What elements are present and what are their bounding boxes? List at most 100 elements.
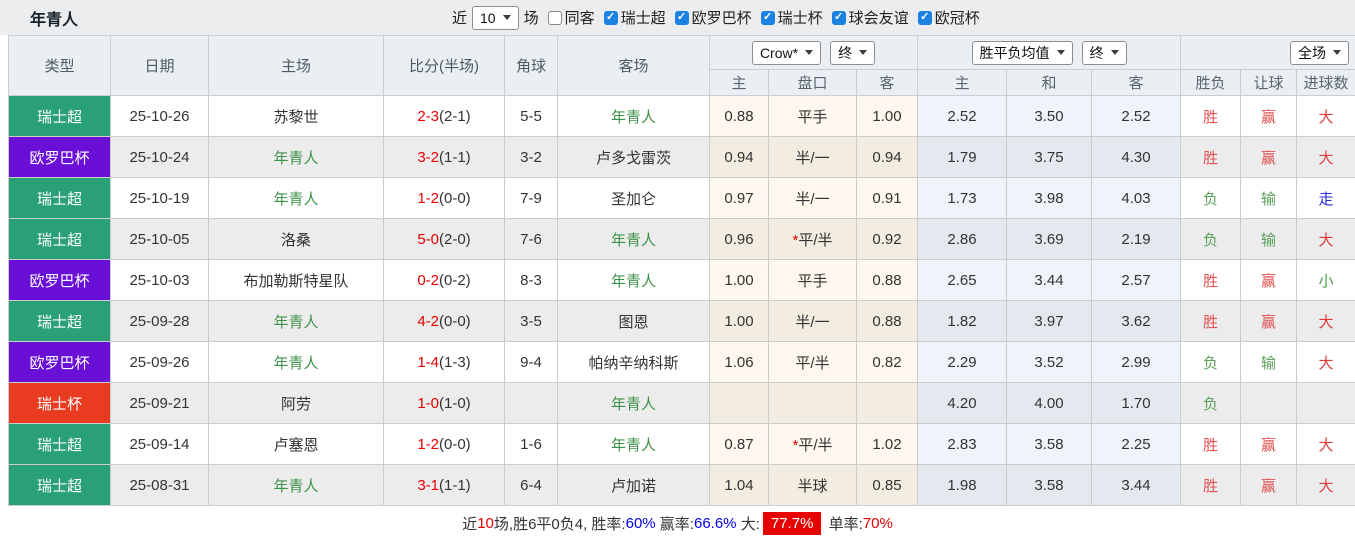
col-header-home: 主场: [209, 36, 384, 96]
goals-result-cell: 小: [1297, 260, 1355, 301]
handicap-result-cell: 赢: [1241, 301, 1297, 342]
odds-away: 2.25: [1092, 424, 1181, 465]
odds-home: 1.98: [918, 465, 1007, 506]
half-time-score: (0-0): [439, 313, 471, 330]
result-cell: 胜: [1181, 96, 1241, 137]
away-team: 年青人: [558, 424, 710, 465]
home-team: 布加勒斯特星队: [209, 260, 384, 301]
handicap-time-select[interactable]: 终: [830, 41, 875, 65]
league-badge: 瑞士超: [9, 465, 111, 506]
handicap-line: 半/一: [769, 301, 857, 342]
odds-home: 2.86: [918, 219, 1007, 260]
full-time-score: 3-1: [417, 477, 439, 494]
goals-result-cell: 大: [1297, 96, 1355, 137]
corner-score: 1-6: [505, 424, 558, 465]
handicap-line: 平手: [769, 260, 857, 301]
handicap-line: [769, 383, 857, 424]
odds-time-select[interactable]: 终: [1082, 41, 1127, 65]
chevron-down-icon: [1333, 50, 1341, 55]
handicap-line: 平/半: [769, 342, 857, 383]
goals-result-cell: [1297, 383, 1355, 424]
handicap-home-odds: 1.00: [710, 260, 769, 301]
home-team: 年青人: [209, 342, 384, 383]
corner-score: 3-2: [505, 137, 558, 178]
handicap-result-cell: 赢: [1241, 465, 1297, 506]
filter-checkbox[interactable]: ✓: [761, 11, 775, 25]
odds-away: 1.70: [1092, 383, 1181, 424]
odds-home: 1.79: [918, 137, 1007, 178]
summary-text: 70%: [863, 515, 893, 532]
half-time-score: (1-0): [439, 395, 471, 412]
sub-header-handicap: 让球: [1241, 70, 1297, 96]
full-time-score: 1-0: [417, 395, 439, 412]
asterisk-mark: *: [792, 437, 798, 454]
filter-checkbox[interactable]: ✓: [918, 11, 932, 25]
filter-checkbox[interactable]: ✓: [832, 11, 846, 25]
summary-text: 场,胜6平0负4, 胜率:: [494, 513, 626, 534]
away-team: 圣加仑: [558, 178, 710, 219]
league-badge: 瑞士超: [9, 424, 111, 465]
match-history-table: 类型 日期 主场 比分(半场) 角球 客场 Crow* 终: [8, 35, 1355, 506]
odds-draw: 3.50: [1007, 96, 1092, 137]
filter-checkbox[interactable]: [548, 11, 562, 25]
filter-checkbox[interactable]: ✓: [604, 11, 618, 25]
filter-checkbox-label[interactable]: 欧冠杯: [935, 7, 980, 28]
odds-draw: 3.97: [1007, 301, 1092, 342]
league-badge: 瑞士超: [9, 96, 111, 137]
corner-score: 8-3: [505, 260, 558, 301]
league-badge: 瑞士超: [9, 219, 111, 260]
corner-score: 3-5: [505, 301, 558, 342]
odds-away: 2.19: [1092, 219, 1181, 260]
score-cell: 1-4(1-3): [384, 342, 505, 383]
sub-header-eu-away: 客: [1092, 70, 1181, 96]
half-time-score: (2-1): [439, 108, 471, 125]
score-cell: 1-0(1-0): [384, 383, 505, 424]
result-cell: 胜: [1181, 301, 1241, 342]
recent-count-select[interactable]: 10: [472, 6, 519, 30]
filter-checkbox-label[interactable]: 球会友谊: [849, 7, 909, 28]
match-date: 25-09-26: [111, 342, 209, 383]
league-badge: 瑞士超: [9, 178, 111, 219]
home-team: 卢塞恩: [209, 424, 384, 465]
handicap-provider-select[interactable]: Crow*: [752, 41, 821, 65]
handicap-group-header: Crow* 终: [710, 36, 918, 70]
goals-result-cell: 走: [1297, 178, 1355, 219]
odds-home: 2.29: [918, 342, 1007, 383]
col-header-type: 类型: [9, 36, 111, 96]
handicap-away-odds: 1.00: [857, 96, 918, 137]
handicap-home-odds: 0.97: [710, 178, 769, 219]
handicap-away-odds: 0.82: [857, 342, 918, 383]
half-time-score: (0-0): [439, 190, 471, 207]
odds-draw: 4.00: [1007, 383, 1092, 424]
corner-score: 5-5: [505, 96, 558, 137]
corner-score: 7-6: [505, 219, 558, 260]
full-time-score: 3-2: [417, 149, 439, 166]
filter-checkbox-label[interactable]: 欧罗巴杯: [692, 7, 752, 28]
chevron-down-icon: [859, 50, 867, 55]
away-team: 年青人: [558, 96, 710, 137]
filter-checkbox-label[interactable]: 瑞士超: [621, 7, 666, 28]
score-cell: 0-2(0-2): [384, 260, 505, 301]
handicap-line: 半/一: [769, 137, 857, 178]
odds-type-select[interactable]: 胜平负均值: [972, 41, 1073, 65]
league-badge: 瑞士杯: [9, 383, 111, 424]
filter-checkbox-label[interactable]: 同客: [565, 7, 595, 28]
result-cell: 负: [1181, 178, 1241, 219]
corner-score: 6-4: [505, 465, 558, 506]
half-time-score: (1-1): [439, 477, 471, 494]
page-title: 年青人: [30, 6, 78, 30]
odds-home: 2.52: [918, 96, 1007, 137]
half-time-score: (2-0): [439, 231, 471, 248]
handicap-home-odds: 1.06: [710, 342, 769, 383]
handicap-line: 半/一: [769, 178, 857, 219]
odds-draw: 3.98: [1007, 178, 1092, 219]
scope-select[interactable]: 全场: [1290, 41, 1349, 65]
match-date: 25-08-31: [111, 465, 209, 506]
odds-draw: 3.58: [1007, 465, 1092, 506]
home-team: 苏黎世: [209, 96, 384, 137]
filter-checkbox-label[interactable]: 瑞士杯: [778, 7, 823, 28]
filter-checkbox[interactable]: ✓: [675, 11, 689, 25]
